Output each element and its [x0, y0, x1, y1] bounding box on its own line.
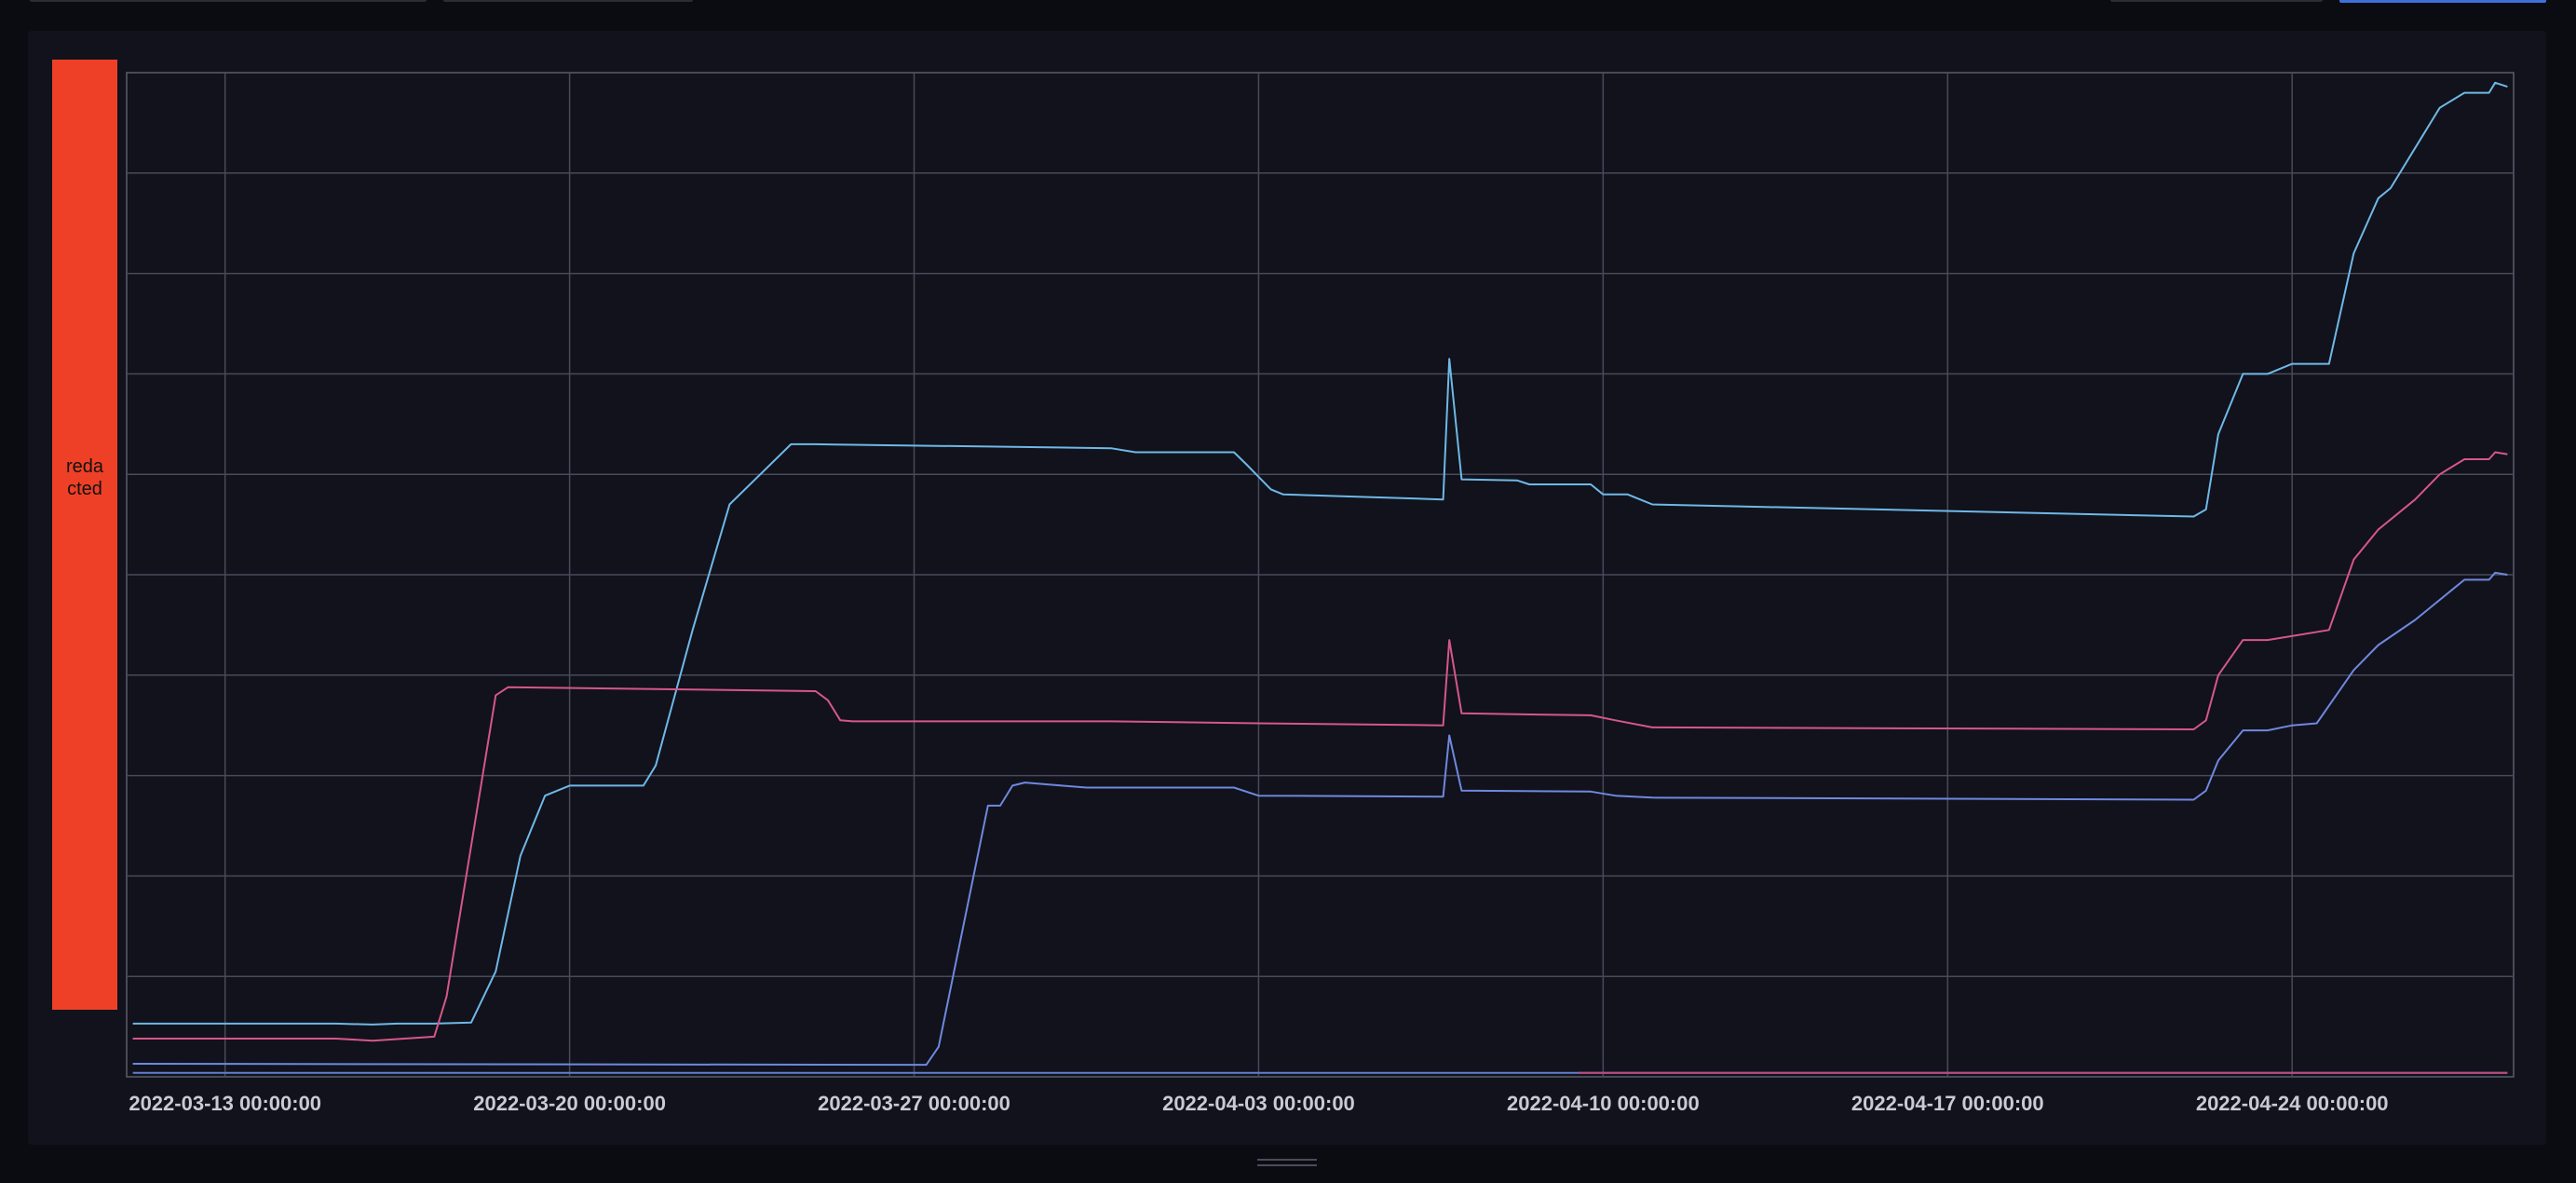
redacted-block: reda cted: [52, 60, 117, 1010]
x-tick-label: 2022-04-10 00:00:00: [1507, 1092, 1700, 1115]
x-tick-label: 2022-03-20 00:00:00: [473, 1092, 666, 1115]
resize-grip-line: [1257, 1159, 1317, 1161]
secondary-input[interactable]: [443, 0, 693, 2]
x-tick-label: 2022-04-24 00:00:00: [2196, 1092, 2389, 1115]
run-query-button[interactable]: [2339, 0, 2546, 3]
panel-resize-handle[interactable]: [1257, 1155, 1317, 1168]
x-axis-tick-labels: 2022-03-13 00:00:00 2022-03-20 00:00:00 20…: [129, 1092, 2388, 1115]
redacted-label: reda cted: [65, 456, 104, 499]
series-line-1: [132, 81, 2508, 1026]
series-line-2: [132, 451, 2508, 1042]
x-tick-label: 2022-03-13 00:00:00: [129, 1092, 321, 1115]
top-toolbar: [0, 0, 2576, 9]
grid-lines: [127, 73, 2514, 1077]
x-tick-label: 2022-04-17 00:00:00: [1851, 1092, 2044, 1115]
time-range-picker[interactable]: [2110, 0, 2323, 2]
query-input[interactable]: [30, 0, 427, 2]
x-tick-label: 2022-04-03 00:00:00: [1162, 1092, 1355, 1115]
x-tick-label: 2022-03-27 00:00:00: [818, 1092, 1010, 1115]
series-lines: [132, 81, 2508, 1074]
resize-grip-line: [1257, 1164, 1317, 1166]
series-line-3: [132, 571, 2508, 1067]
